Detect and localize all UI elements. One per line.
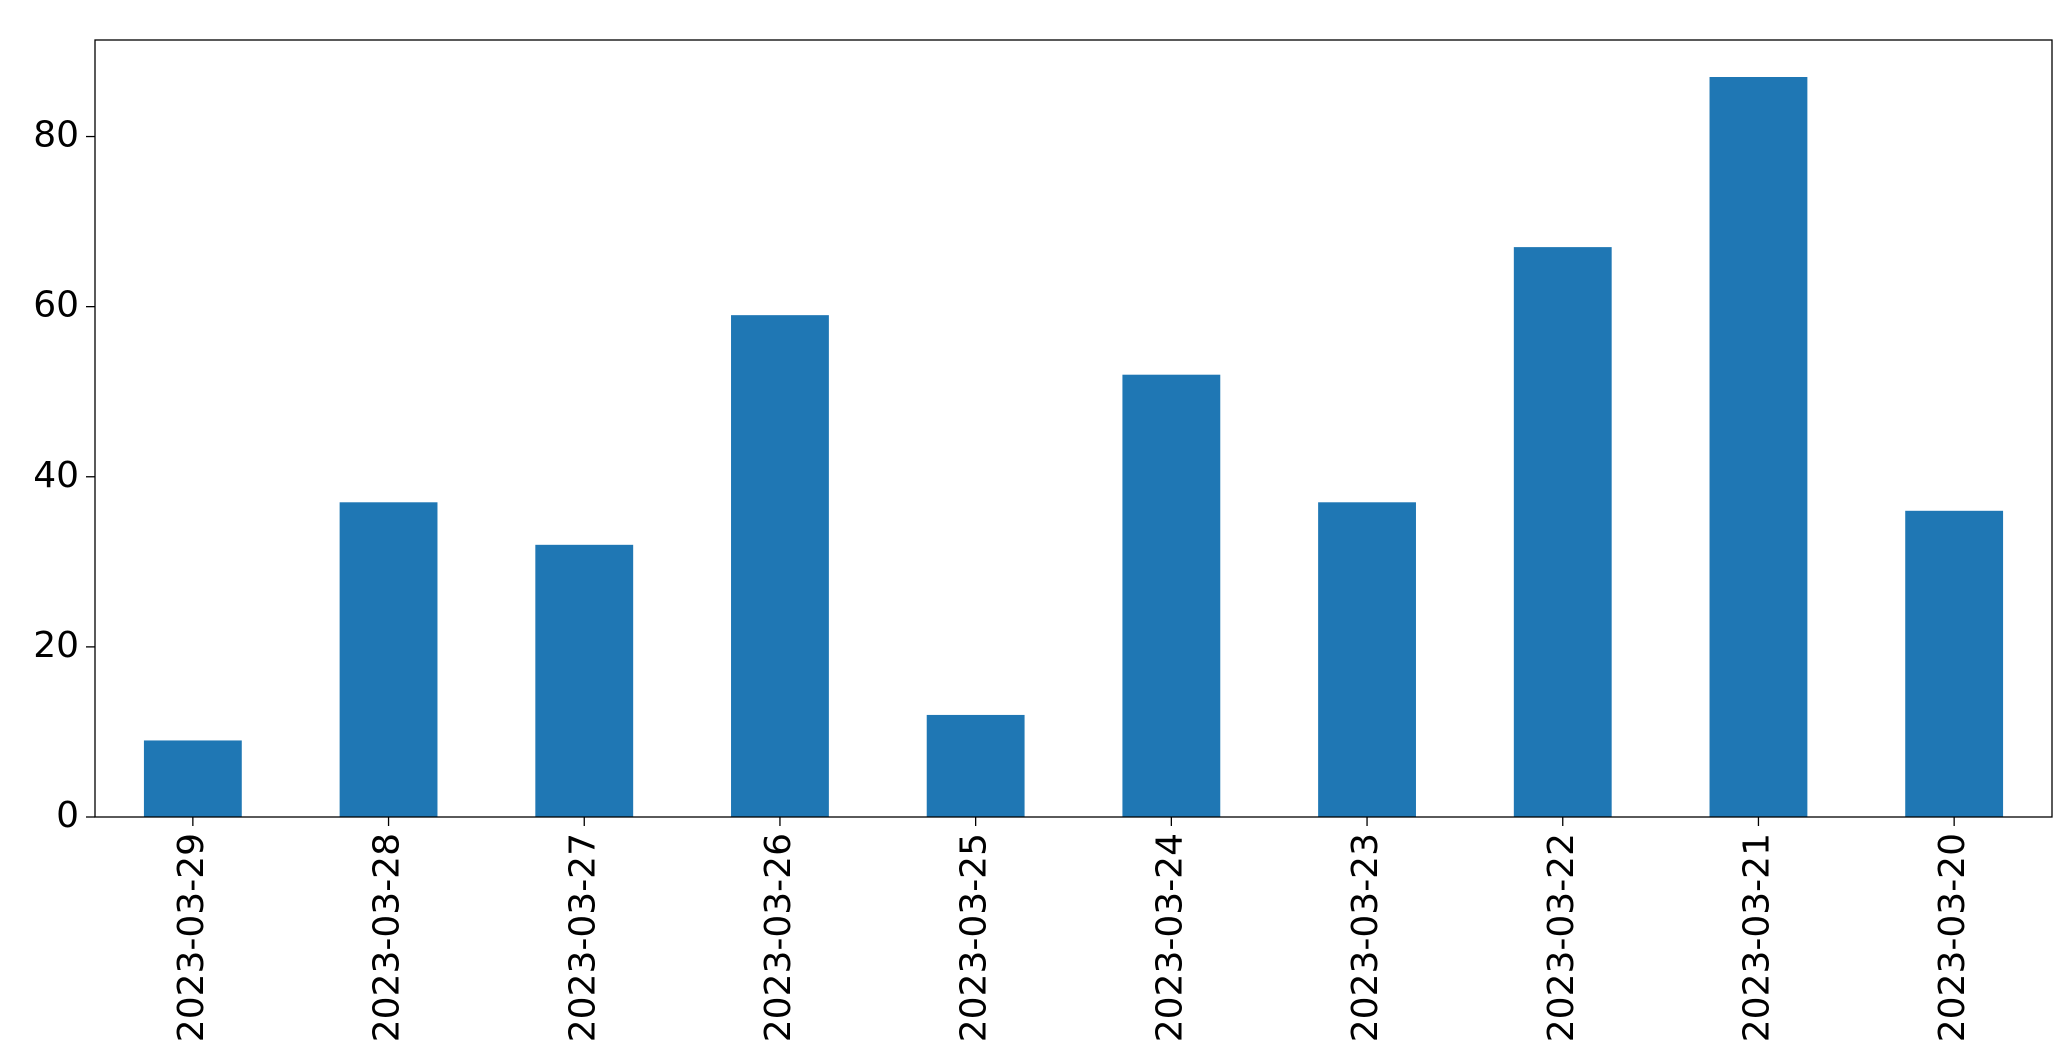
bar xyxy=(535,544,634,817)
x-tick-label: 2023-03-25 xyxy=(954,833,995,1042)
bar xyxy=(926,714,1025,817)
x-tick-label: 2023-03-29 xyxy=(171,833,212,1042)
x-tick-label: 2023-03-22 xyxy=(1541,833,1582,1042)
bar xyxy=(1318,502,1416,817)
x-tick-label: 2023-03-28 xyxy=(367,833,408,1042)
bar xyxy=(731,315,829,817)
x-tick-label: 2023-03-26 xyxy=(758,833,799,1042)
x-tick-label: 2023-03-23 xyxy=(1345,833,1386,1042)
bar xyxy=(1709,77,1808,817)
x-tick-label: 2023-03-21 xyxy=(1736,833,1777,1042)
plot-frame xyxy=(94,39,2053,818)
y-tick-label: 80 xyxy=(33,115,79,156)
bar xyxy=(143,740,242,817)
bar xyxy=(1513,247,1612,818)
x-tick-label: 2023-03-24 xyxy=(1149,833,1190,1042)
x-tick-label: 2023-03-20 xyxy=(1932,833,1973,1042)
x-tick-label: 2023-03-27 xyxy=(562,833,603,1042)
y-tick-label: 20 xyxy=(33,625,79,666)
bar xyxy=(1905,510,2004,817)
y-tick-label: 40 xyxy=(33,455,79,496)
y-tick-label: 0 xyxy=(56,795,79,836)
y-tick-label: 60 xyxy=(33,285,79,326)
bar xyxy=(339,502,438,817)
bar xyxy=(1122,374,1221,817)
